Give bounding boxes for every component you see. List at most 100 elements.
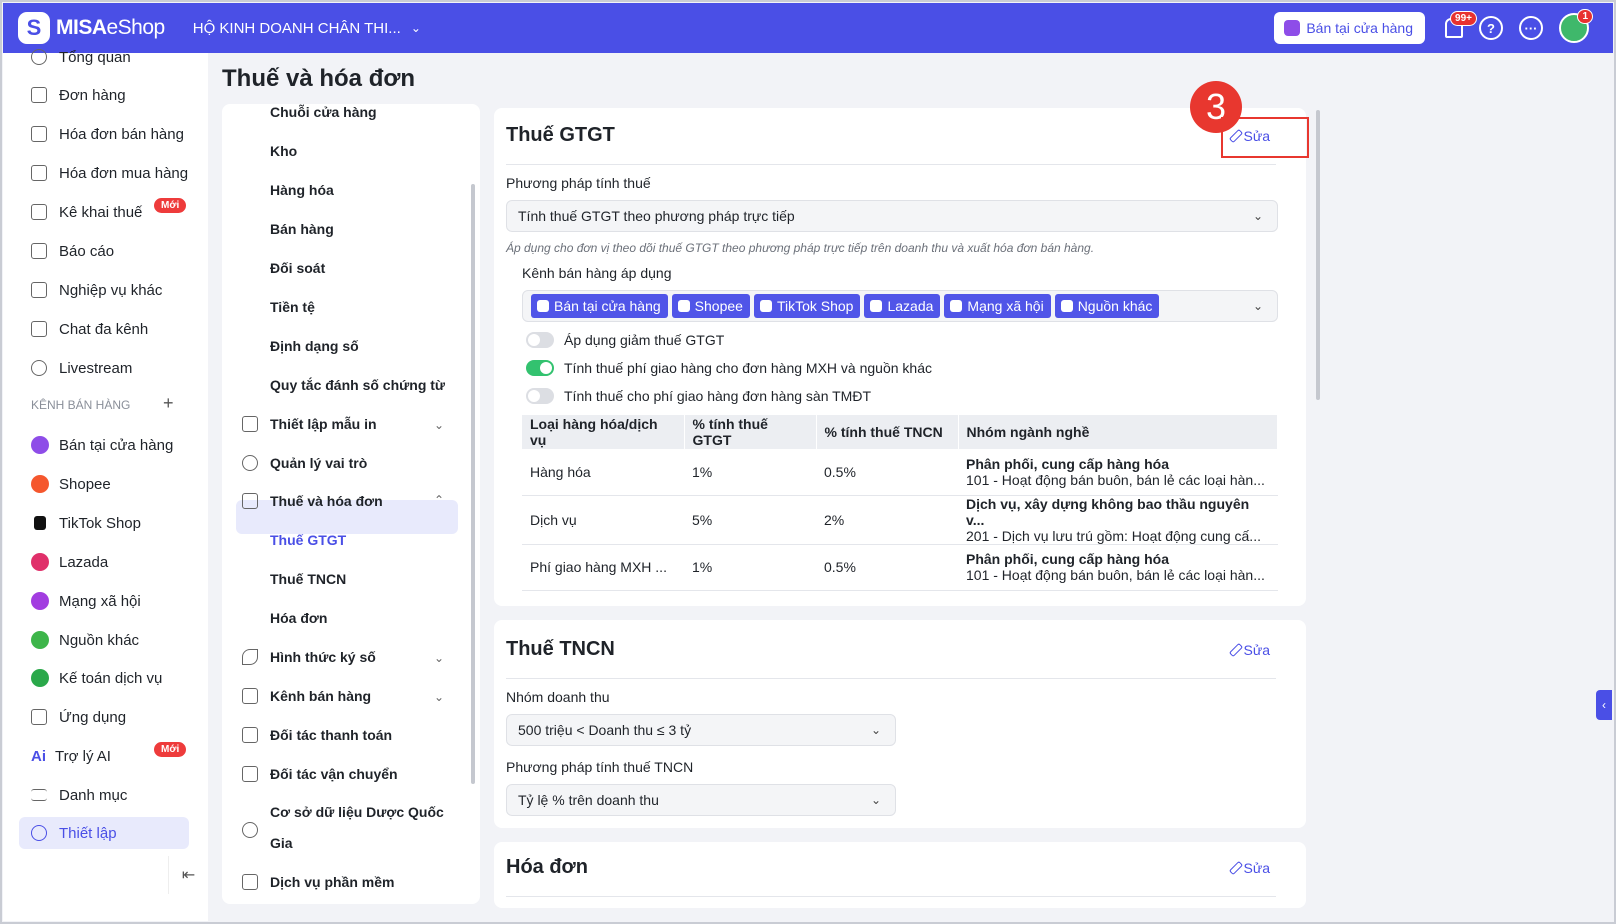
nav-channel-social[interactable]: Mạng xã hội <box>31 589 141 613</box>
bell-icon[interactable]: 99+ <box>1445 11 1477 38</box>
menu-pharma-db[interactable]: Cơ sở dữ liệu Dược Quốc <box>270 804 444 820</box>
nav-channel-shopee[interactable]: Shopee <box>31 472 111 496</box>
nav-item-ai-assistant[interactable]: Ai Trợ lý AI <box>31 747 111 765</box>
table-row[interactable]: Phí giao hàng MXH ... 1% 0.5% Phân phối,… <box>522 544 1278 591</box>
nav-item-orders[interactable]: Đơn hàng <box>31 83 126 107</box>
nav-item-purchase-invoices[interactable]: Hóa đơn mua hàng <box>31 161 188 185</box>
lazada-icon <box>31 553 49 571</box>
menu-invoice[interactable]: Hóa đơn <box>270 610 328 626</box>
invoice-card: Hóa đơn Sửa <box>494 842 1306 908</box>
nav-item-reports[interactable]: Báo cáo <box>31 239 114 263</box>
other-source-icon <box>31 631 49 649</box>
new-badge: Mới <box>154 198 187 213</box>
vat-method-hint: Áp dụng cho đơn vị theo dõi thuế GTGT th… <box>506 241 1095 255</box>
channels-multiselect[interactable]: Bán tại cửa hàng Shopee TikTok Shop Laza… <box>522 290 1278 322</box>
chevron-down-icon[interactable]: ⌄ <box>434 690 445 704</box>
nav-item-tax-declaration[interactable]: Kê khai thuế <box>31 200 142 224</box>
revenue-group-select[interactable]: 500 triệu < Doanh thu ≤ 3 tỷ ⌄ <box>506 714 896 746</box>
menu-print-templates[interactable]: Thiết lập mẫu in <box>242 412 377 436</box>
menu-vat[interactable]: Thuế GTGT <box>270 532 347 548</box>
nav-item-other-ops[interactable]: Nghiệp vụ khác <box>31 278 162 302</box>
toggle-row-shipping-social: Tính thuế phí giao hàng cho đơn hàng MXH… <box>526 360 932 376</box>
software-icon <box>242 874 258 890</box>
chat-icon <box>31 321 47 337</box>
menu-scrollbar[interactable] <box>471 184 475 784</box>
chevron-down-icon: ⌄ <box>1252 299 1263 313</box>
nav-channel-other[interactable]: Nguồn khác <box>31 628 139 652</box>
menu-warehouse[interactable]: Kho <box>270 143 298 159</box>
sell-at-store-button[interactable]: Bán tại cửa hàng <box>1274 12 1425 44</box>
nav-item-sales-invoices[interactable]: Hóa đơn bán hàng <box>31 122 184 146</box>
chevron-left-icon[interactable]: ‹ <box>1596 690 1612 720</box>
table-row[interactable]: Hàng hóa 1% 0.5% Phân phối, cung cấp hàn… <box>522 449 1278 496</box>
tag-other[interactable]: Nguồn khác <box>1054 294 1160 318</box>
menu-reconcile[interactable]: Đối soát <box>270 260 326 276</box>
menu-goods[interactable]: Hàng hóa <box>270 182 334 198</box>
pit-card: Thuế TNCN Sửa Nhóm doanh thu 500 triệu <… <box>494 620 1306 828</box>
logo[interactable]: S MISAeShop <box>18 12 165 44</box>
menu-currency[interactable]: Tiền tệ <box>270 299 315 315</box>
tag-social[interactable]: Mạng xã hội <box>944 294 1051 318</box>
more-icon[interactable]: ··· <box>1519 16 1543 40</box>
menu-pharma-db-line2[interactable]: Gia <box>270 835 293 851</box>
menu-number-format[interactable]: Định dạng số <box>270 338 359 354</box>
menu-pit[interactable]: Thuế TNCN <box>270 571 347 587</box>
nav-channel-tiktok[interactable]: TikTok Shop <box>31 511 141 535</box>
chevron-down-icon[interactable]: ⌄ <box>434 651 445 665</box>
menu-tax-invoice[interactable]: Thuế và hóa đơn <box>242 489 383 513</box>
tag-shopee[interactable]: Shopee <box>671 294 750 318</box>
chevron-down-icon[interactable]: ⌄ <box>434 418 445 432</box>
nav-item-overview[interactable]: Tổng quan <box>31 45 131 69</box>
nav-item-settings[interactable]: Thiết lập <box>31 821 117 845</box>
content-scrollbar[interactable] <box>1316 110 1320 400</box>
table-header-row: Loại hàng hóa/dịch vụ % tính thuế GTGT %… <box>522 415 1278 449</box>
store-name[interactable]: HỘ KINH DOANH CHÂN THI... <box>192 19 401 37</box>
invoice-icon <box>31 126 47 142</box>
menu-shipping-partners[interactable]: Đối tác vận chuyển <box>242 762 398 786</box>
plus-icon[interactable]: + <box>163 393 174 413</box>
chevron-down-icon[interactable]: ⌄ <box>410 21 421 35</box>
nav-item-omnichat[interactable]: Chat đa kênh <box>31 317 148 341</box>
vat-method-label: Phương pháp tính thuế <box>506 175 651 191</box>
vat-reduction-toggle[interactable] <box>526 332 554 348</box>
menu-payment-partners[interactable]: Đối tác thanh toán <box>242 723 392 747</box>
nav-item-accounting[interactable]: Kế toán dịch vụ <box>31 666 162 690</box>
nav-item-catalog[interactable]: Danh mục <box>31 783 127 807</box>
table-row[interactable]: Dịch vụ 5% 2% Dịch vụ, xây dựng không ba… <box>522 495 1278 545</box>
menu-doc-numbering[interactable]: Quy tắc đánh số chứng từ <box>270 377 446 393</box>
shipping-social-toggle[interactable] <box>526 360 554 376</box>
vat-card: Thuế GTGT Sửa Phương pháp tính thuế Tính… <box>494 108 1306 606</box>
revenue-group-label: Nhóm doanh thu <box>506 689 610 705</box>
nav-item-livestream[interactable]: Livestream <box>31 356 132 380</box>
menu-digital-sign[interactable]: Hình thức ký số <box>242 645 376 669</box>
bar-chart-icon <box>31 243 47 259</box>
shipping-marketplace-toggle[interactable] <box>526 388 554 404</box>
shopee-icon <box>31 475 49 493</box>
help-icon[interactable]: ? <box>1479 16 1503 40</box>
other-source-icon <box>1060 300 1073 312</box>
nav-channel-lazada[interactable]: Lazada <box>31 550 108 574</box>
tag-lazada[interactable]: Lazada <box>864 294 941 318</box>
tag-store[interactable]: Bán tại cửa hàng <box>531 294 668 318</box>
vat-edit-button[interactable]: Sửa <box>1228 128 1270 144</box>
vat-method-select[interactable]: Tính thuế GTGT theo phương pháp trực tiế… <box>506 200 1278 232</box>
avatar[interactable]: 1 <box>1559 9 1593 43</box>
pit-edit-button[interactable]: Sửa <box>1228 642 1270 658</box>
menu-software[interactable]: Dịch vụ phần mềm <box>242 870 394 894</box>
tag-tiktok[interactable]: TikTok Shop <box>753 294 861 318</box>
avatar-badge: 1 <box>1577 9 1593 24</box>
nav-channel-store[interactable]: Bán tại cửa hàng <box>31 433 173 457</box>
nav-item-apps[interactable]: Ứng dụng <box>31 705 126 729</box>
order-icon <box>31 87 47 103</box>
menu-store-chain[interactable]: Chuỗi cửa hàng <box>270 104 377 120</box>
menu-roles[interactable]: Quản lý vai trò <box>242 451 367 475</box>
accounting-icon <box>31 669 49 687</box>
pit-method-select[interactable]: Tỷ lệ % trên doanh thu ⌄ <box>506 784 896 816</box>
invoice-edit-button[interactable]: Sửa <box>1228 860 1270 876</box>
apps-icon <box>31 709 47 725</box>
menu-sales-channels[interactable]: Kênh bán hàng <box>242 684 371 708</box>
menu-sales[interactable]: Bán hàng <box>270 221 334 237</box>
chevron-up-icon[interactable]: ⌃ <box>434 493 445 507</box>
collapse-sidebar-icon[interactable]: ⇤ <box>168 856 208 894</box>
chevron-down-icon: ⌄ <box>1252 209 1263 223</box>
